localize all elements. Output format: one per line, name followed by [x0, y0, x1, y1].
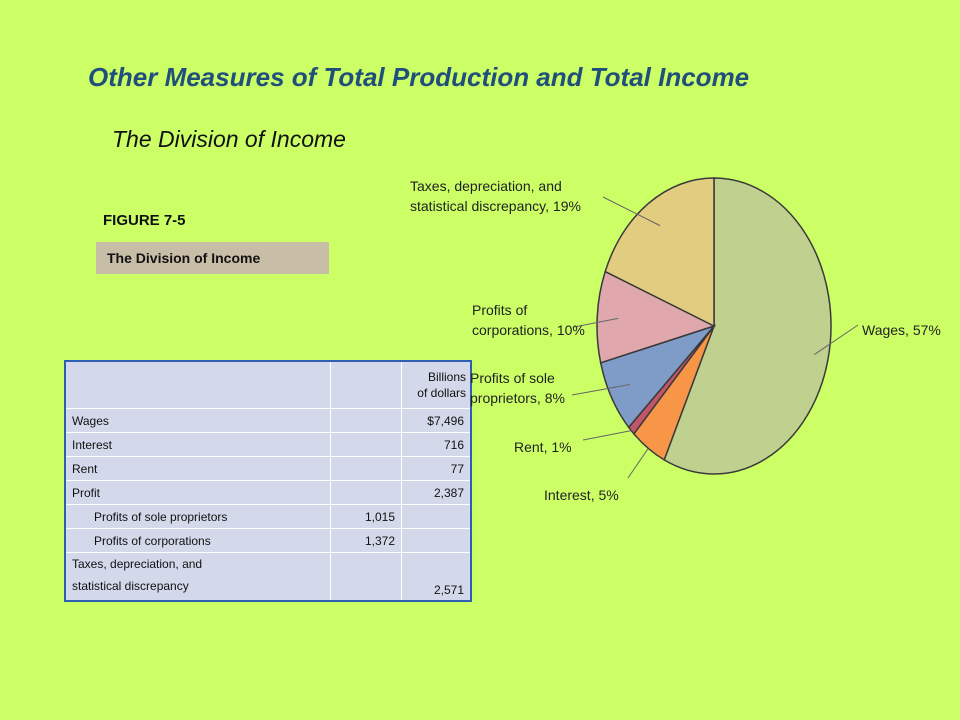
slice-label-line: Rent, 1% [514, 439, 572, 455]
row-total-value [401, 528, 472, 553]
column-header-line: Billions [427, 370, 466, 384]
row-label: Profits of corporations [64, 528, 331, 553]
slice-label: Taxes, depreciation, and statistical disc… [410, 178, 581, 214]
slice-label: Wages, 57% [862, 322, 941, 338]
slice-label: Rent, 1% [514, 439, 572, 455]
row-label: Wages [64, 408, 331, 433]
income-table: Billions of dollars Wages $7,496 Interest… [64, 360, 472, 602]
figure-number: FIGURE 7-5 [103, 212, 186, 229]
row-label: Rent [64, 456, 331, 481]
slice-label: Interest, 5% [544, 487, 619, 503]
leader-line [573, 317, 619, 328]
column-header-line: of dollars [417, 386, 466, 400]
leader-line [571, 383, 631, 396]
slice-label-line: Profits of [472, 302, 527, 318]
row-total-value: 2,387 [401, 480, 472, 505]
pie-slice [596, 270, 716, 364]
leader-line [582, 430, 632, 441]
slice-label-line: Taxes, depreciation, and [410, 178, 562, 194]
leader-line [602, 196, 661, 227]
row-sub-value: 1,015 [330, 504, 402, 529]
row-label: Interest [64, 432, 331, 457]
pie-slice [604, 177, 715, 328]
table-row: Wages $7,496 [64, 408, 472, 433]
slide-subtitle: The Division of Income [112, 126, 346, 152]
figure-caption: The Division of Income [96, 242, 329, 274]
pie-slice [663, 177, 832, 475]
table-row: Profit 2,387 [64, 480, 472, 505]
leader-line [627, 448, 649, 479]
slice-label: Profits of corporations, 10% [472, 302, 585, 338]
row-total-value [401, 504, 472, 529]
row-sub-value: 1,372 [330, 528, 402, 553]
slide-title: Other Measures of Total Production and T… [88, 62, 750, 92]
slice-label-line: proprietors, 8% [470, 390, 565, 406]
slice-label-line: statistical discrepancy, 19% [410, 198, 581, 214]
slice-label-line: corporations, 10% [472, 322, 585, 338]
leader-line [814, 324, 859, 355]
row-total-value: $7,496 [401, 408, 472, 433]
row-label-line: statistical discrepancy [72, 579, 189, 593]
table-row: Interest 716 [64, 432, 472, 457]
row-total-value: 2,571 [401, 552, 472, 602]
slice-label-line: Interest, 5% [544, 487, 619, 503]
table-row: Profits of sole proprietors 1,015 [64, 504, 472, 529]
table-row: Profits of corporations 1,372 [64, 528, 472, 553]
slice-label-line: Profits of sole [470, 370, 555, 386]
slice-label-line: Wages, 57% [862, 322, 941, 338]
row-label-line: Taxes, depreciation, and [72, 557, 203, 571]
slice-label: Profits of sole proprietors, 8% [470, 370, 565, 406]
table-row: Taxes, depreciation, and statistical disc… [64, 552, 472, 602]
row-sub-value [330, 552, 402, 602]
